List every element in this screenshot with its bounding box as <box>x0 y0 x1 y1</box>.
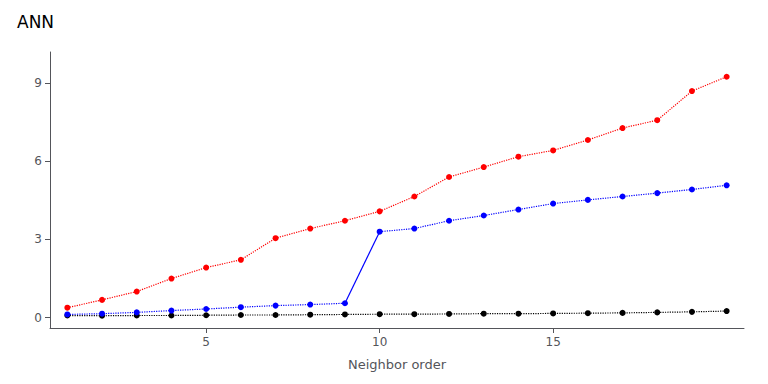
svg-text:5: 5 <box>202 335 210 349</box>
svg-text:10: 10 <box>372 335 387 349</box>
svg-text:6: 6 <box>34 154 42 168</box>
svg-text:0: 0 <box>34 311 42 325</box>
svg-text:15: 15 <box>546 335 561 349</box>
svg-text:9: 9 <box>34 76 42 90</box>
svg-text:Neighbor order: Neighbor order <box>348 357 447 372</box>
svg-text:ANN: ANN <box>17 12 54 32</box>
svg-text:3: 3 <box>34 232 42 246</box>
